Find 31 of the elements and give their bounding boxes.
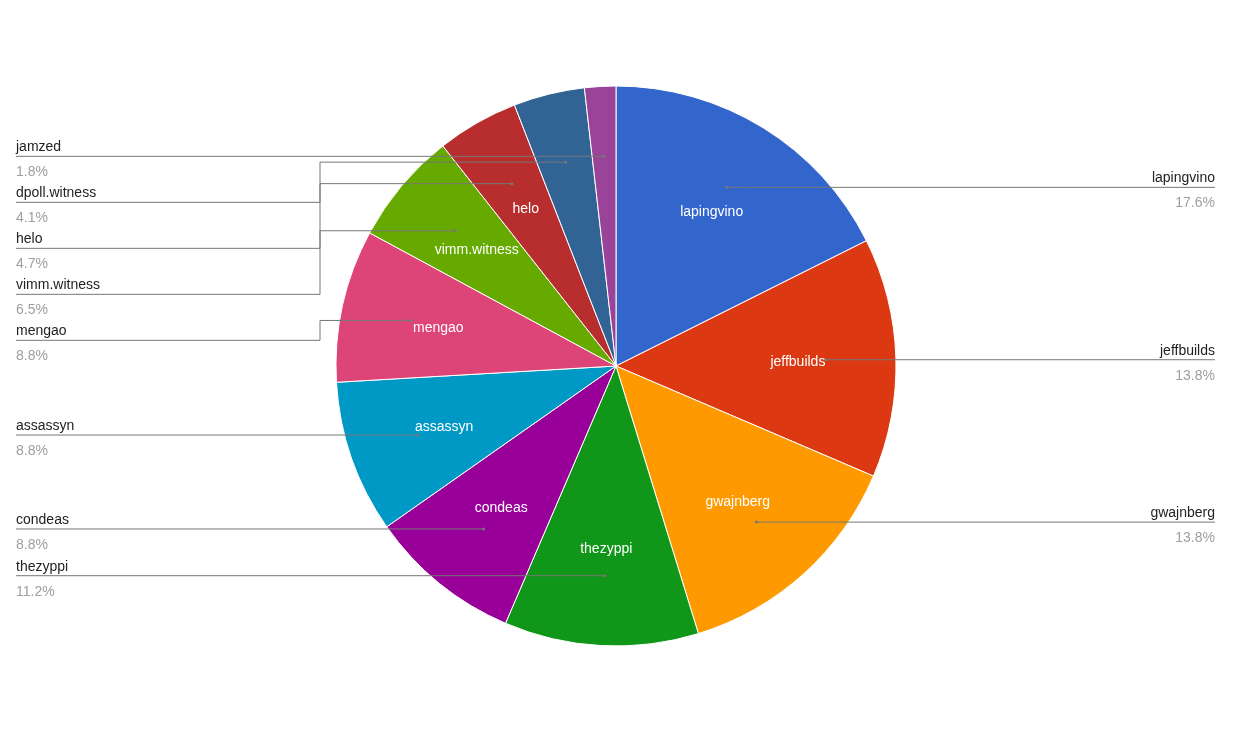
slice-label: condeas	[16, 510, 69, 527]
slice-label: jeffbuilds	[769, 352, 826, 369]
slice-label: mengao	[16, 322, 67, 339]
data-label: 8.8%	[16, 442, 48, 459]
data-label: 1.8%	[16, 163, 48, 180]
slice-label: lapingvino	[1151, 169, 1216, 186]
slice-label: thezyppi	[16, 557, 69, 574]
slice-label: condeas	[474, 499, 528, 516]
data-label: 8.8%	[16, 535, 48, 552]
data-label: 6.5%	[16, 301, 48, 318]
slice-label: gwajnberg	[705, 493, 771, 510]
slice-label: helo	[512, 199, 540, 216]
slice-label: assassyn	[16, 417, 75, 434]
data-label: 4.1%	[16, 209, 48, 226]
slice-label: vimm.witness	[16, 276, 101, 293]
slice-label: jamzed	[15, 138, 62, 155]
data-label: 8.8%	[16, 347, 48, 364]
slice-label: assassyn	[414, 417, 474, 434]
slice-label: mengao	[413, 318, 464, 335]
slice-label: helo	[16, 230, 43, 247]
data-label: 13.8%	[1175, 366, 1215, 383]
data-label: 17.6%	[1175, 194, 1215, 211]
data-label: 11.2%	[16, 582, 55, 599]
slice-label: thezyppi	[580, 539, 633, 556]
slice-label: dpoll.witness	[16, 184, 97, 201]
data-label: 4.7%	[16, 255, 48, 272]
data-label: 13.8%	[1175, 529, 1215, 546]
slice-label: lapingvino	[680, 203, 744, 220]
slice-label: vimm.witness	[434, 240, 519, 257]
slice-label: jeffbuilds	[1158, 341, 1215, 358]
slice-label: gwajnberg	[1150, 504, 1215, 521]
